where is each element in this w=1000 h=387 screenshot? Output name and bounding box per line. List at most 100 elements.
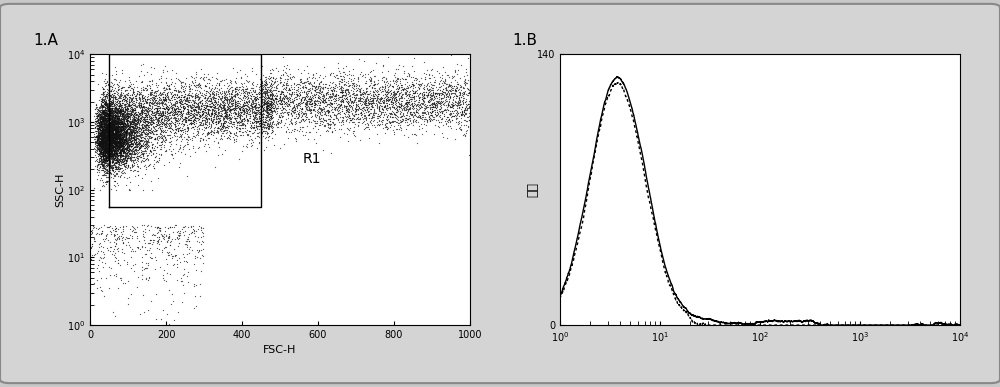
Point <box>122 128 138 135</box>
Point <box>284 96 300 103</box>
Point <box>301 100 317 106</box>
Point <box>106 139 122 145</box>
Point <box>201 93 217 99</box>
Point <box>108 119 124 125</box>
Point <box>212 127 228 133</box>
Point <box>138 113 154 119</box>
Point <box>230 119 246 125</box>
Point <box>107 118 123 125</box>
Point <box>255 121 271 127</box>
Point <box>113 147 129 154</box>
Point <box>95 111 111 117</box>
Point <box>98 153 114 159</box>
Point <box>127 122 143 128</box>
Point <box>99 151 115 157</box>
Point <box>401 71 417 77</box>
Point <box>365 88 381 94</box>
Point <box>94 96 110 103</box>
Point <box>278 92 294 99</box>
Point <box>124 127 140 133</box>
Point <box>303 106 319 112</box>
Point <box>97 99 113 106</box>
Point <box>210 128 226 134</box>
Point <box>115 150 131 156</box>
Point <box>221 120 237 126</box>
Point <box>221 105 237 111</box>
Point <box>400 134 416 140</box>
Point <box>409 87 425 93</box>
Point <box>212 123 228 130</box>
Point <box>211 82 227 89</box>
Point <box>110 87 126 93</box>
Point <box>96 146 112 152</box>
Point <box>203 111 219 117</box>
Point <box>382 88 398 94</box>
Point <box>148 88 164 94</box>
Point <box>127 157 143 163</box>
Point <box>360 112 376 118</box>
Point <box>131 103 147 109</box>
Point <box>432 99 448 105</box>
Point <box>129 155 145 161</box>
Point <box>394 116 410 122</box>
Point <box>104 139 120 146</box>
Point <box>108 150 124 156</box>
Point <box>232 111 248 117</box>
Point <box>104 124 120 130</box>
Point <box>226 96 242 102</box>
Point <box>115 107 131 113</box>
Point <box>293 96 309 102</box>
Point <box>177 142 193 148</box>
Point <box>99 147 115 153</box>
Point <box>181 113 197 119</box>
Point <box>95 86 111 92</box>
Point <box>147 116 163 122</box>
Point <box>146 165 162 171</box>
Point <box>94 124 110 130</box>
Point <box>214 93 230 99</box>
Point <box>182 104 198 110</box>
Point <box>107 140 123 146</box>
Point <box>194 111 210 117</box>
Point <box>101 159 117 165</box>
Point <box>141 123 157 130</box>
Point <box>311 102 327 108</box>
Point <box>145 120 161 126</box>
Point <box>131 111 147 117</box>
Point <box>358 86 374 92</box>
Point <box>310 95 326 101</box>
Point <box>93 140 109 146</box>
Point <box>106 135 122 141</box>
Point <box>125 168 141 175</box>
Point <box>331 103 347 110</box>
Point <box>308 84 324 90</box>
Point <box>102 146 118 152</box>
Point <box>144 103 160 109</box>
Point <box>172 106 188 112</box>
Point <box>98 137 114 143</box>
Point <box>103 132 119 139</box>
Point <box>174 91 190 98</box>
Point <box>120 155 136 161</box>
Point <box>288 101 304 107</box>
Point <box>104 158 120 164</box>
Point <box>201 116 217 122</box>
Point <box>100 103 116 109</box>
Point <box>354 111 370 118</box>
Point <box>107 118 123 124</box>
Point <box>263 87 279 93</box>
Point <box>214 108 230 114</box>
Point <box>170 87 186 94</box>
Point <box>155 272 171 279</box>
Point <box>310 89 326 95</box>
Point <box>191 88 207 94</box>
Point <box>432 101 448 107</box>
Point <box>95 129 111 135</box>
Point <box>203 104 219 110</box>
Point <box>134 175 150 181</box>
Point <box>119 122 135 128</box>
Point <box>121 130 137 136</box>
Point <box>180 107 196 113</box>
Point <box>114 118 130 124</box>
Point <box>110 123 126 129</box>
